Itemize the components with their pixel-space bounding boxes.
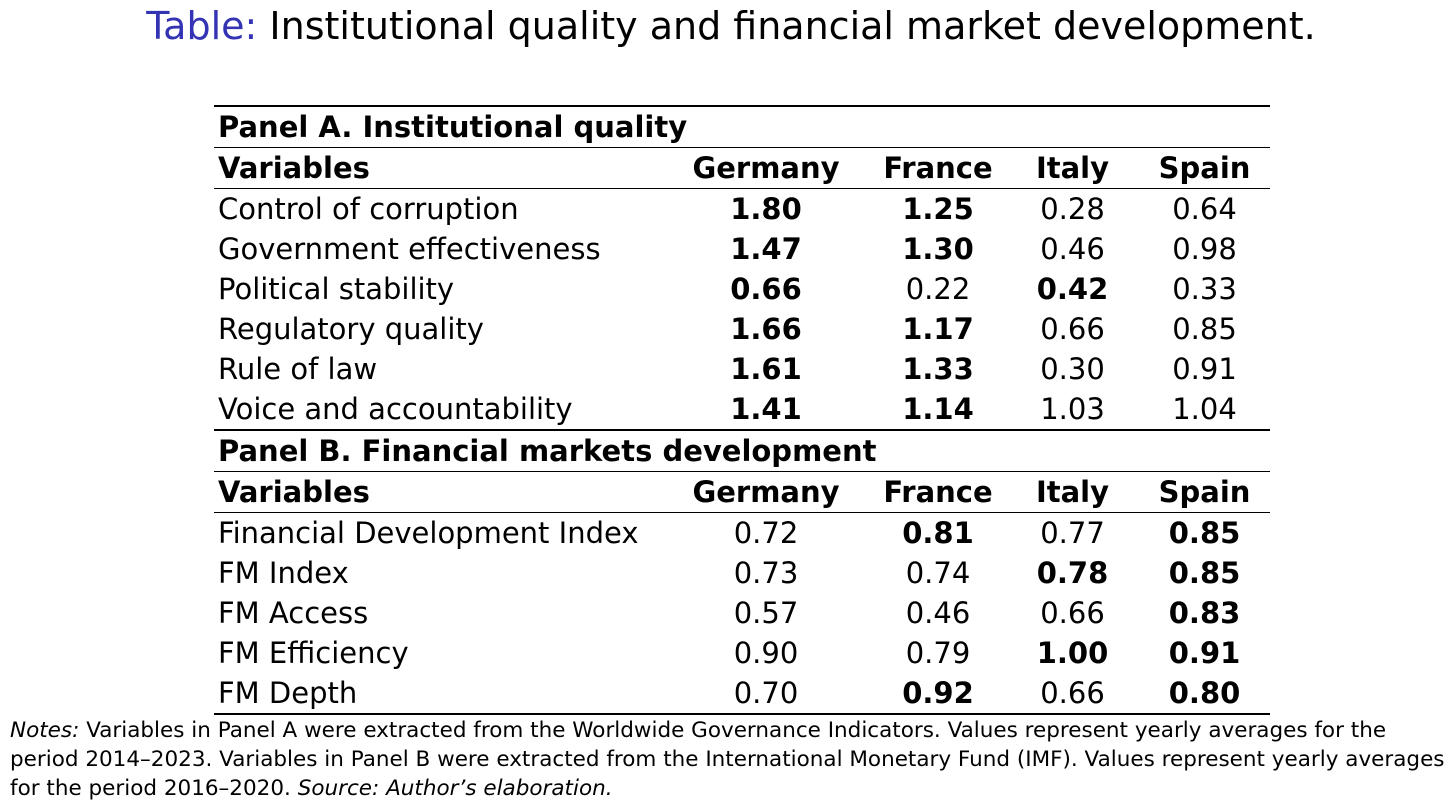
value-cell: 1.00 — [1036, 636, 1109, 670]
header-row: Variables Germany France Italy Spain — [214, 471, 1271, 513]
title-text: Institutional quality and financial mark… — [269, 4, 1316, 48]
table-row: FM Depth 0.70 0.92 0.66 0.80 — [214, 673, 1271, 715]
value-cell: 0.46 — [1040, 232, 1105, 266]
row-label: FM Access — [218, 596, 369, 630]
value-cell: 0.72 — [733, 516, 799, 550]
table-row: Control of corruption 1.80 1.25 0.28 0.64 — [214, 189, 1270, 230]
value-cell: 0.83 — [1168, 596, 1241, 630]
title-label: Table: — [146, 4, 258, 48]
row-label: FM Efficiency — [218, 636, 409, 670]
value-cell: 0.57 — [733, 596, 799, 630]
notes-text: Variables in Panel A were extracted from… — [10, 718, 1445, 801]
panel-title-row: Panel B. Financial markets development — [214, 429, 1271, 472]
value-cell: 1.33 — [902, 352, 974, 386]
column-header: France — [870, 471, 1006, 513]
row-label: Control of corruption — [218, 192, 519, 226]
table-notes: Notes: Variables in Panel A were extract… — [10, 716, 1446, 803]
panel-title-row: Panel A. Institutional quality — [214, 105, 1271, 148]
panel-title: Panel A. Institutional quality — [214, 105, 1271, 148]
column-header: France — [870, 147, 1006, 189]
table-row: Government effectiveness 1.47 1.30 0.46 0.98 — [214, 229, 1270, 269]
value-cell: 0.91 — [1172, 352, 1237, 386]
value-cell: 0.73 — [733, 556, 799, 590]
value-cell: 0.90 — [733, 636, 799, 670]
row-label: FM Index — [218, 556, 349, 590]
value-cell: 1.25 — [902, 192, 974, 226]
row-label: Political stability — [218, 272, 455, 306]
value-cell: 0.66 — [1006, 673, 1139, 715]
table-row: Voice and accountability 1.41 1.14 1.03 1.04 — [214, 389, 1270, 430]
column-header: Spain — [1139, 471, 1271, 513]
table-row: Political stability 0.66 0.22 0.42 0.33 — [214, 269, 1270, 309]
table-row: Regulatory quality 1.66 1.17 0.66 0.85 — [214, 309, 1270, 349]
row-label: FM Depth — [214, 673, 662, 715]
column-header: Italy — [1006, 147, 1139, 189]
value-cell: 0.30 — [1040, 352, 1105, 386]
value-cell: 1.03 — [1040, 392, 1105, 426]
value-cell: 0.80 — [1139, 673, 1271, 715]
column-header: Germany — [662, 147, 870, 189]
row-label: Rule of law — [218, 352, 378, 386]
value-cell: 0.85 — [1172, 312, 1237, 346]
value-cell: 0.74 — [905, 556, 971, 590]
column-header: Italy — [1006, 471, 1139, 513]
row-label: Financial Development Index — [218, 516, 639, 550]
value-cell: 1.47 — [730, 232, 802, 266]
value-cell: 1.66 — [730, 312, 802, 346]
table-row: FM Access 0.57 0.46 0.66 0.83 — [214, 593, 1270, 633]
value-cell: 0.42 — [1036, 272, 1109, 306]
value-cell: 1.80 — [730, 192, 802, 226]
value-cell: 0.66 — [1040, 312, 1105, 346]
value-cell: 0.33 — [1172, 272, 1237, 306]
data-table: Panel A. Institutional quality Variables G… — [214, 105, 1271, 715]
column-header: Germany — [662, 471, 870, 513]
column-header: Variables — [214, 147, 662, 189]
value-cell: 0.46 — [905, 596, 971, 630]
value-cell: 0.98 — [1172, 232, 1237, 266]
value-cell: 0.91 — [1168, 636, 1241, 670]
column-header: Spain — [1139, 147, 1271, 189]
row-label: Voice and accountability — [218, 392, 573, 426]
value-cell: 0.85 — [1168, 556, 1241, 590]
row-label: Government effectiveness — [218, 232, 601, 266]
value-cell: 0.66 — [1040, 596, 1105, 630]
value-cell: 0.28 — [1040, 192, 1105, 226]
value-cell: 1.41 — [730, 392, 802, 426]
value-cell: 0.70 — [662, 673, 870, 715]
value-cell: 0.85 — [1168, 516, 1241, 550]
value-cell: 0.81 — [902, 516, 974, 550]
panel-title: Panel B. Financial markets development — [214, 429, 1271, 472]
value-cell: 1.61 — [730, 352, 802, 386]
value-cell: 1.17 — [902, 312, 974, 346]
column-header: Variables — [214, 471, 662, 513]
notes-label: Notes: — [10, 718, 80, 743]
value-cell: 1.30 — [902, 232, 974, 266]
value-cell: 0.22 — [905, 272, 971, 306]
row-label: Regulatory quality — [218, 312, 484, 346]
value-cell: 0.79 — [905, 636, 971, 670]
header-row: Variables Germany France Italy Spain — [214, 147, 1271, 189]
value-cell: 0.64 — [1172, 192, 1237, 226]
value-cell: 1.04 — [1172, 392, 1237, 426]
table-row: FM Index 0.73 0.74 0.78 0.85 — [214, 553, 1270, 593]
value-cell: 0.77 — [1040, 516, 1105, 550]
value-cell: 0.66 — [730, 272, 802, 306]
table-row: FM Efficiency 0.90 0.79 1.00 0.91 — [214, 633, 1270, 673]
value-cell: 0.78 — [1036, 556, 1109, 590]
value-cell: 1.14 — [902, 392, 974, 426]
table-row: Financial Development Index 0.72 0.81 0.77 0… — [214, 513, 1270, 554]
notes-source: Source: Author’s elaboration. — [297, 776, 613, 801]
value-cell: 0.92 — [870, 673, 1006, 715]
slide-title: Table: Institutional quality and financi… — [0, 2, 1449, 50]
table-body: Panel A. Institutional quality Variables G… — [214, 105, 1271, 715]
table-row: Rule of law 1.61 1.33 0.30 0.91 — [214, 349, 1270, 389]
